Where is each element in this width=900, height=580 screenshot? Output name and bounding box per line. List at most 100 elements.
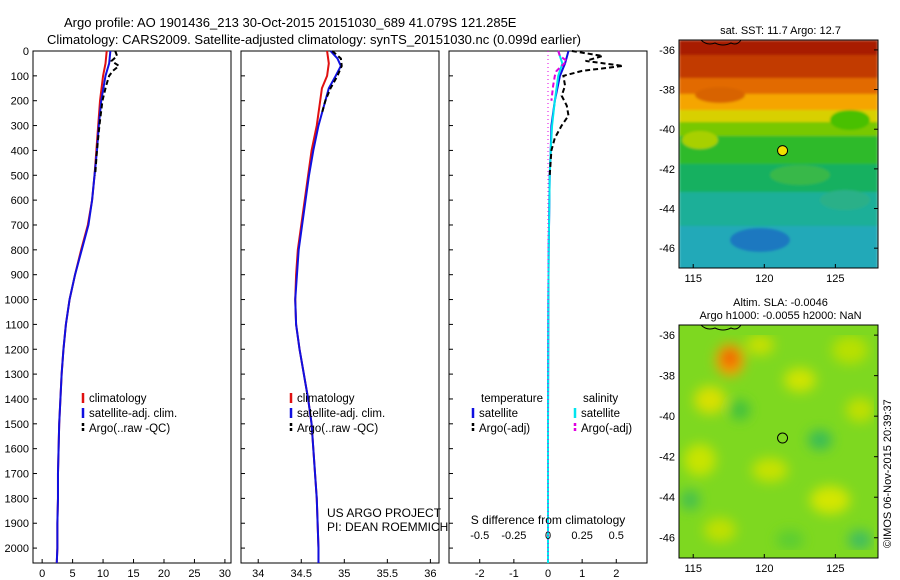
depth-tick-label: 100 bbox=[11, 71, 29, 83]
difference-xtick-label: 0 bbox=[545, 568, 551, 580]
salinity-legend-climatology-label: climatology bbox=[297, 393, 355, 405]
sla_map-title-1: Altim. SLA: -0.0046 bbox=[733, 297, 828, 309]
sla_map-title-2: Argo h1000: -0.0055 h2000: NaN bbox=[699, 310, 861, 322]
diff-legend-temperature-header: temperature bbox=[481, 393, 543, 405]
difference-series-t-argo-adj- bbox=[548, 50, 624, 176]
diff-xtick-top-label: -0.25 bbox=[501, 530, 526, 542]
sst_map-xtick-label: 125 bbox=[826, 273, 844, 285]
sla_map-argo-marker bbox=[777, 432, 789, 444]
sla_map-ytick-label: -38 bbox=[659, 371, 675, 383]
sla_map-xtick-label: 120 bbox=[755, 563, 773, 575]
diff-legend-s-argo-label: Argo(-adj) bbox=[581, 423, 632, 435]
salinity-xtick-label: 34 bbox=[252, 568, 264, 580]
temperature-legend-satellite-label: satellite-adj. clim. bbox=[89, 408, 177, 420]
temperature-xtick-label: 5 bbox=[70, 568, 76, 580]
depth-tick-label: 700 bbox=[11, 220, 29, 232]
salinity-xtick-label: 35 bbox=[338, 568, 350, 580]
salinity-series-satellite-adj-clim- bbox=[294, 50, 342, 563]
sst_map-argo-marker bbox=[777, 145, 789, 157]
diff-legend-s-satellite-label: satellite bbox=[581, 408, 620, 420]
temperature-legend-climatology-label: climatology bbox=[89, 393, 147, 405]
difference-panel: -2-1012T difference from climatologytemp… bbox=[448, 50, 648, 580]
depth-tick-label: 200 bbox=[11, 96, 29, 108]
difference-xtick-label: 1 bbox=[579, 568, 585, 580]
sst_map-xtick-label: 115 bbox=[684, 273, 702, 285]
salinity-xtick-label: 34.5 bbox=[291, 568, 312, 580]
difference-xtick-label: -1 bbox=[509, 568, 519, 580]
depth-tick-label: 1100 bbox=[5, 319, 29, 331]
sla_map-frame bbox=[678, 324, 879, 559]
sla_map-ytick-label: -46 bbox=[659, 533, 675, 545]
depth-tick-label: 1600 bbox=[5, 444, 29, 456]
temperature-xtick-label: 0 bbox=[39, 568, 45, 580]
depth-tick-label: 1400 bbox=[5, 394, 29, 406]
temperature-series-argo-raw-qc- bbox=[94, 50, 121, 176]
sst_map-title-1: sat. SST: 11.7 Argo: 12.7 bbox=[720, 25, 841, 37]
temperature-xtick-label: 25 bbox=[188, 568, 200, 580]
temperature-xtick-label: 10 bbox=[97, 568, 109, 580]
sst_map-coastline bbox=[700, 39, 742, 46]
depth-tick-label: 300 bbox=[11, 121, 29, 133]
annotation-project: US ARGO PROJECT bbox=[327, 506, 442, 520]
salinity-panel: 3434.53535.536salinityclimatologysatelli… bbox=[240, 50, 448, 580]
temperature-xtick-label: 30 bbox=[219, 568, 231, 580]
temperature-xtick-label: 15 bbox=[127, 568, 139, 580]
salinity-xtick-label: 35.5 bbox=[377, 568, 398, 580]
depth-tick-label: 1700 bbox=[5, 469, 29, 481]
difference-series-s-argo-adj- bbox=[550, 50, 569, 101]
salinity-frame bbox=[240, 50, 440, 564]
diff-legend-t-satellite-label: satellite bbox=[479, 408, 518, 420]
depth-tick-label: 500 bbox=[11, 170, 29, 182]
temperature-series-satellite-adj-clim- bbox=[55, 50, 112, 564]
sla_map-ytick-label: -44 bbox=[659, 492, 675, 504]
sst-heatmap bbox=[679, 40, 878, 268]
depth-tick-label: 600 bbox=[11, 195, 29, 207]
sst_map-ytick-label: -44 bbox=[659, 204, 675, 216]
temperature-frame bbox=[32, 50, 232, 564]
depth-tick-label: 1300 bbox=[5, 369, 29, 381]
credit-text: ©IMOS 06-Nov-2015 20:39:37 bbox=[882, 399, 894, 548]
sla-map-panel: 115 120 125 -36 -38 -40 -42 -44 -46 Altim. SLA: -… bbox=[659, 297, 879, 575]
sst_map-ytick-label: -40 bbox=[659, 124, 675, 136]
salinity-legend-argo-label: Argo(..raw -QC) bbox=[297, 423, 378, 435]
depth-tick-label: 400 bbox=[11, 145, 29, 157]
salinity-xtick-label: 36 bbox=[424, 568, 436, 580]
depth-tick-label: 0 bbox=[23, 46, 29, 58]
sla_map-coastline bbox=[700, 324, 742, 331]
difference-xtick-label: -2 bbox=[475, 568, 485, 580]
diff-legend-salinity-header: salinity bbox=[583, 393, 618, 405]
diff-xtick-top-label: 0.25 bbox=[571, 530, 592, 542]
diff-xtick-top-label: 0.5 bbox=[609, 530, 624, 542]
sla_map-xtick-label: 125 bbox=[826, 563, 844, 575]
depth-tick-label: 1500 bbox=[5, 419, 29, 431]
sst_map-frame bbox=[678, 39, 879, 269]
header-line1: Argo profile: AO 1901436_213 30-Oct-2015… bbox=[64, 15, 517, 30]
sla_map-ytick-label: -42 bbox=[659, 452, 675, 464]
depth-tick-label: 1200 bbox=[5, 344, 29, 356]
temperature-legend-argo-label: Argo(..raw -QC) bbox=[89, 423, 170, 435]
sst_map-ytick-label: -38 bbox=[659, 85, 675, 97]
annotation-pi: PI: DEAN ROEMMICH bbox=[327, 520, 448, 534]
depth-tick-label: 1800 bbox=[5, 493, 29, 505]
sst-map-panel: 115 120 125 -36 -38 -40 -42 -44 -46 sat. SST: 11.… bbox=[659, 25, 879, 285]
depth-tick-label: 900 bbox=[11, 270, 29, 282]
depth-tick-label: 2000 bbox=[5, 543, 29, 555]
sst_map-ytick-label: -42 bbox=[659, 164, 675, 176]
salinity-series-argo-raw-qc- bbox=[320, 50, 343, 114]
sla_map-xtick-label: 115 bbox=[684, 563, 702, 575]
sst_map-ytick-label: -46 bbox=[659, 243, 675, 255]
header-line2: Climatology: CARS2009. Satellite-adjuste… bbox=[47, 32, 581, 47]
temperature-xtick-label: 20 bbox=[158, 568, 170, 580]
diff-legend-t-argo-label: Argo(-adj) bbox=[479, 423, 530, 435]
sla-heatmap bbox=[679, 325, 878, 558]
sla_map-ytick-label: -36 bbox=[659, 330, 675, 342]
diff-xtick-top-label: -0.5 bbox=[470, 530, 489, 542]
sst_map-xtick-label: 120 bbox=[755, 273, 773, 285]
depth-tick-label: 1900 bbox=[5, 518, 29, 530]
depth-tick-label: 800 bbox=[11, 245, 29, 257]
sst_map-ytick-label: -36 bbox=[659, 45, 675, 57]
difference-xtick-label: 2 bbox=[613, 568, 619, 580]
temperature-panel: 0 5 10 15 20 25 300100200300400500600700800900… bbox=[5, 46, 232, 580]
sla_map-ytick-label: -40 bbox=[659, 411, 675, 423]
